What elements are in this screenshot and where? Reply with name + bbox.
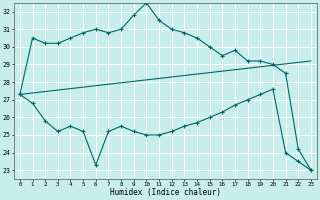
X-axis label: Humidex (Indice chaleur): Humidex (Indice chaleur)	[110, 188, 221, 197]
